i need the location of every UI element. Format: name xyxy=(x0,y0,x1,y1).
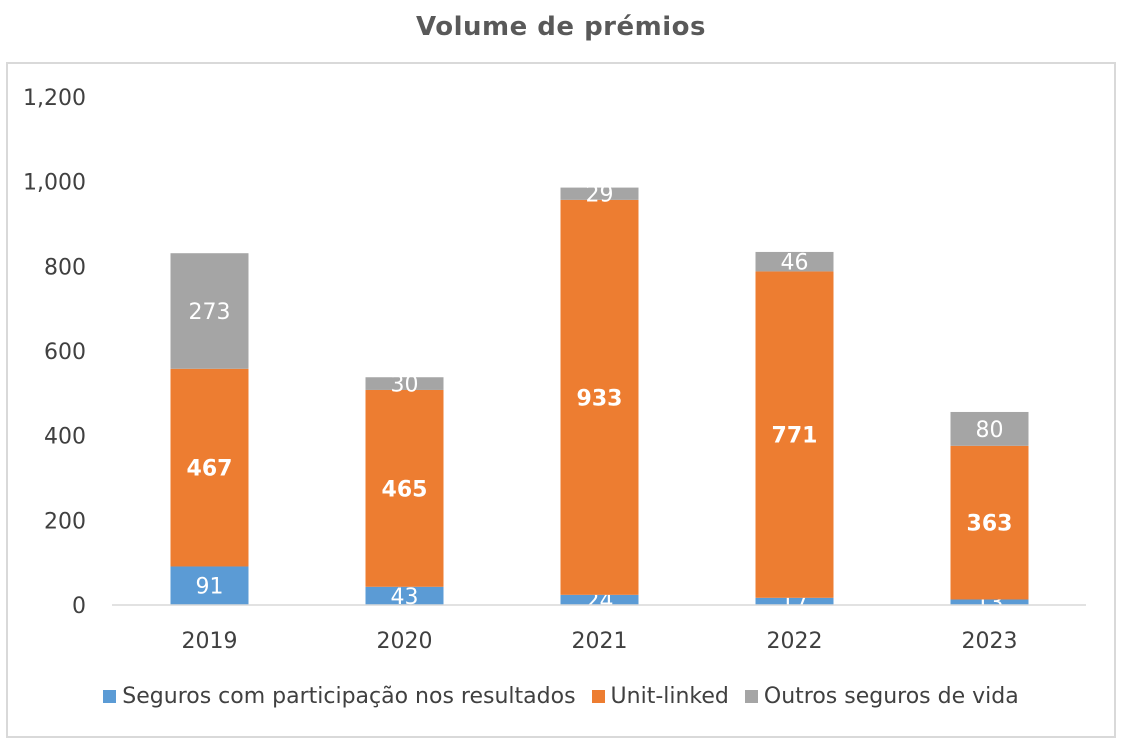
bar-2020-series-2 xyxy=(365,389,444,587)
bar-2023-series-1 xyxy=(950,599,1029,605)
data-label: 363 xyxy=(967,512,1013,537)
bar-2021-series-3 xyxy=(560,187,639,200)
bar-2021-series-1 xyxy=(560,594,639,605)
bar-2019-series-3 xyxy=(170,253,249,369)
y-tick-label: 0 xyxy=(72,594,86,619)
bar-2022-series-2 xyxy=(755,271,834,598)
data-label: 771 xyxy=(772,424,818,449)
legend-swatch xyxy=(103,690,117,703)
chart-frame xyxy=(6,62,1116,738)
bar-2020-series-1 xyxy=(365,586,444,605)
bar-2023-series-3 xyxy=(950,411,1029,446)
legend-label: Seguros com participação nos resultados xyxy=(122,684,576,709)
bar-2022-series-1 xyxy=(755,597,834,605)
bar-2021-series-2 xyxy=(560,199,639,595)
x-tick-label: 2023 xyxy=(962,629,1018,654)
data-label: 933 xyxy=(577,386,623,411)
legend-label: Outros seguros de vida xyxy=(763,684,1019,709)
data-label: 46 xyxy=(781,251,809,276)
y-tick-label: 200 xyxy=(44,509,86,534)
legend-item: Unit-linked xyxy=(591,684,729,709)
legend-label: Unit-linked xyxy=(610,684,729,709)
y-tick-label: 1,200 xyxy=(23,86,86,111)
y-tick-label: 1,000 xyxy=(23,171,86,196)
x-tick-label: 2022 xyxy=(767,629,823,654)
bar-2023-series-2 xyxy=(950,445,1029,600)
y-tick-label: 800 xyxy=(44,255,86,280)
data-label: 43 xyxy=(391,585,419,610)
x-tick-label: 2020 xyxy=(377,629,433,654)
bar-2020-series-3 xyxy=(365,377,444,390)
data-label: 467 xyxy=(187,457,233,482)
legend-swatch xyxy=(591,690,605,703)
y-tick-label: 600 xyxy=(44,340,86,365)
bar-2022-series-3 xyxy=(755,251,834,272)
bar-2019-series-2 xyxy=(170,368,249,567)
bar-2019-series-1 xyxy=(170,566,249,605)
data-label: 80 xyxy=(976,418,1004,443)
legend-swatch xyxy=(744,690,758,703)
legend: Seguros com participação nos resultados U… xyxy=(0,684,1122,709)
data-label: 273 xyxy=(189,300,231,325)
data-label: 465 xyxy=(382,477,428,502)
x-tick-label: 2021 xyxy=(572,629,628,654)
data-label: 30 xyxy=(391,373,419,398)
data-label: 29 xyxy=(586,183,614,208)
legend-item: Outros seguros de vida xyxy=(744,684,1019,709)
legend-item: Seguros com participação nos resultados xyxy=(103,684,576,709)
data-label: 91 xyxy=(196,575,224,600)
chart-title: Volume de prémios xyxy=(416,12,706,42)
y-tick-label: 400 xyxy=(44,425,86,450)
x-tick-label: 2019 xyxy=(182,629,238,654)
